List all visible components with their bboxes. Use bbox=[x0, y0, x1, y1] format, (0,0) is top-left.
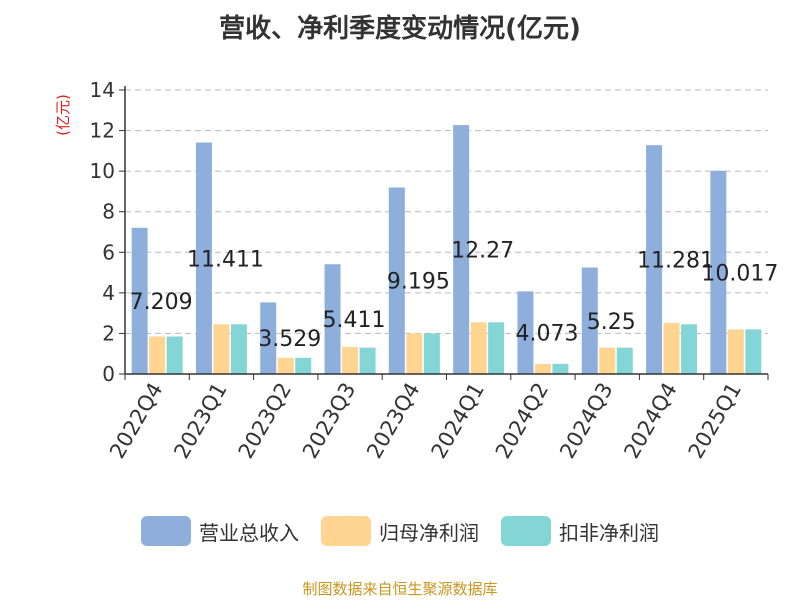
data-label-revenue-2024Q1: 12.27 bbox=[451, 239, 514, 264]
chart-title: 营收、净利季度变动情况(亿元) bbox=[219, 14, 581, 44]
bar-revenue-2024Q1[interactable] bbox=[453, 125, 470, 374]
bar-deducted-profit-2023Q4[interactable] bbox=[423, 333, 440, 374]
data-label-revenue-2023Q2: 3.529 bbox=[258, 327, 321, 352]
data-label-revenue-2022Q4: 7.209 bbox=[130, 290, 193, 315]
bar-net-profit-2022Q4[interactable] bbox=[149, 336, 166, 374]
bar-net-profit-2023Q1[interactable] bbox=[213, 324, 230, 374]
x-tick-label: 2025Q1 bbox=[684, 379, 746, 463]
legend-swatch-revenue bbox=[141, 516, 191, 546]
bar-net-profit-2025Q1[interactable] bbox=[727, 329, 744, 374]
bar-deducted-profit-2023Q2[interactable] bbox=[295, 357, 312, 374]
bar-revenue-2023Q3[interactable] bbox=[324, 264, 341, 374]
data-label-revenue-2024Q2: 4.073 bbox=[515, 322, 578, 347]
legend-label-revenue: 营业总收入 bbox=[199, 520, 299, 545]
data-label-revenue-2023Q3: 5.411 bbox=[323, 308, 386, 333]
legend-item-net-profit[interactable]: 归母净利润 bbox=[321, 516, 479, 546]
y-axis-title: (亿元) bbox=[54, 94, 72, 136]
bar-deducted-profit-2023Q1[interactable] bbox=[230, 324, 247, 374]
bar-deducted-profit-2024Q2[interactable] bbox=[552, 363, 569, 374]
bar-deducted-profit-2025Q1[interactable] bbox=[745, 329, 762, 374]
bar-net-profit-2024Q4[interactable] bbox=[663, 322, 680, 374]
x-tick-label: 2024Q3 bbox=[555, 379, 617, 463]
legend-item-revenue[interactable]: 营业总收入 bbox=[141, 516, 299, 546]
legend-swatch-net-profit bbox=[321, 516, 371, 546]
legend: 营业总收入 归母净利润 扣非净利润 bbox=[0, 516, 800, 546]
bar-deducted-profit-2024Q3[interactable] bbox=[616, 347, 633, 374]
legend-label-deducted-profit: 扣非净利润 bbox=[559, 520, 659, 545]
bar-revenue-2023Q4[interactable] bbox=[388, 187, 405, 374]
legend-swatch-deducted-profit bbox=[501, 516, 551, 546]
bar-net-profit-2023Q3[interactable] bbox=[342, 347, 359, 374]
y-tick-label: 0 bbox=[102, 362, 115, 386]
x-tick-label: 2023Q2 bbox=[234, 379, 296, 463]
bar-revenue-2025Q1[interactable] bbox=[710, 170, 727, 374]
bar-deducted-profit-2024Q4[interactable] bbox=[681, 324, 698, 374]
x-tick-label: 2024Q2 bbox=[491, 379, 553, 463]
source-note: 制图数据来自恒生聚源数据库 bbox=[302, 580, 498, 598]
x-tick-label: 2023Q1 bbox=[169, 379, 231, 463]
bar-net-profit-2023Q4[interactable] bbox=[406, 333, 423, 374]
data-label-revenue-2023Q4: 9.195 bbox=[387, 270, 450, 295]
y-tick-label: 10 bbox=[90, 159, 115, 183]
data-label-revenue-2023Q1: 11.411 bbox=[187, 247, 264, 272]
bar-net-profit-2024Q2[interactable] bbox=[534, 363, 551, 374]
bar-revenue-2022Q4[interactable] bbox=[131, 227, 148, 374]
y-tick-label: 12 bbox=[90, 119, 115, 143]
y-tick-label: 14 bbox=[90, 78, 115, 102]
x-tick-label: 2023Q3 bbox=[298, 379, 360, 463]
bar-net-profit-2024Q3[interactable] bbox=[599, 347, 616, 374]
y-tick-label: 4 bbox=[102, 281, 115, 305]
x-tick-label: 2023Q4 bbox=[362, 379, 424, 463]
y-tick-label: 2 bbox=[102, 321, 115, 345]
bar-revenue-2024Q3[interactable] bbox=[581, 267, 598, 375]
y-tick-label: 6 bbox=[102, 240, 115, 264]
data-label-revenue-2025Q1: 10.017 bbox=[701, 261, 778, 286]
bar-revenue-2024Q4[interactable] bbox=[646, 145, 663, 374]
bar-deducted-profit-2024Q1[interactable] bbox=[488, 322, 505, 374]
bar-net-profit-2023Q2[interactable] bbox=[277, 357, 294, 374]
x-tick-label: 2024Q4 bbox=[619, 379, 681, 463]
bar-net-profit-2024Q1[interactable] bbox=[470, 322, 487, 374]
y-tick-label: 8 bbox=[102, 200, 115, 224]
bar-revenue-2023Q2[interactable] bbox=[260, 302, 277, 374]
bar-deducted-profit-2023Q3[interactable] bbox=[359, 347, 376, 374]
bar-revenue-2023Q1[interactable] bbox=[195, 142, 212, 374]
bar-revenue-2024Q2[interactable] bbox=[517, 291, 534, 374]
x-tick-label: 2022Q4 bbox=[105, 379, 167, 463]
legend-label-net-profit: 归母净利润 bbox=[379, 520, 479, 545]
data-label-revenue-2024Q3: 5.25 bbox=[587, 310, 636, 335]
bar-deducted-profit-2022Q4[interactable] bbox=[166, 336, 183, 374]
data-label-revenue-2024Q4: 11.281 bbox=[637, 249, 714, 274]
legend-item-deducted-profit[interactable]: 扣非净利润 bbox=[501, 516, 659, 546]
x-tick-label: 2024Q1 bbox=[427, 379, 489, 463]
